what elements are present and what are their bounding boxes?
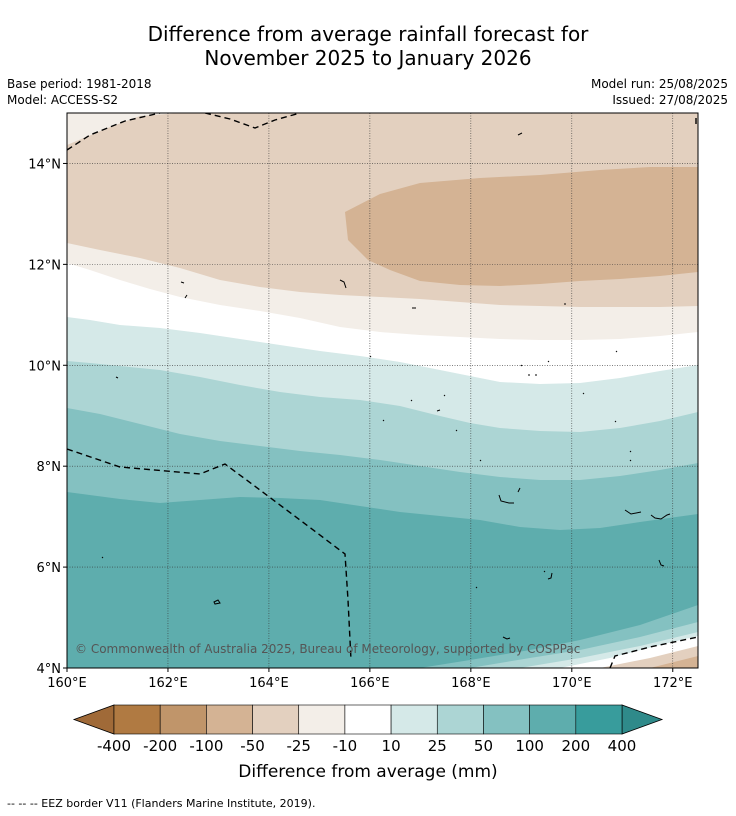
colorbar-segment (206, 704, 253, 735)
meta-left: Base period: 1981-2018 Model: ACCESS-S2 (7, 76, 152, 108)
colorbar-low-extend (72, 704, 115, 735)
eez-borders (67, 113, 698, 668)
model-name: Model: ACCESS-S2 (7, 93, 119, 107)
colorbar-tick-label: 400 (608, 737, 637, 755)
map-title: Difference from average rainfall forecas… (0, 22, 736, 70)
colorbar-tick-label: -100 (189, 737, 223, 755)
eez-border-southeast (609, 636, 698, 668)
colorbar-segment (390, 704, 438, 735)
colorbar-tick-label: 50 (474, 737, 493, 755)
title-line-1: Difference from average rainfall forecas… (147, 22, 589, 46)
plot-frame (66, 112, 699, 669)
colorbar: -400 -200 -100 -50 -25 -10 10 25 50 100 200 400 (72, 704, 664, 755)
colorbar-segment (344, 704, 392, 735)
colorbar-segment (529, 704, 577, 735)
colorbar-segment (483, 704, 530, 735)
island (517, 132, 523, 136)
island (658, 559, 665, 567)
island (184, 294, 188, 299)
colorbar-tick-label: 25 (428, 737, 447, 755)
colorbar-tick-label: 100 (515, 737, 544, 755)
island (339, 279, 347, 289)
meta-right: Model run: 25/08/2025 Issued: 27/08/2025 (591, 76, 728, 108)
longitude-tick-label: 168°E (451, 676, 491, 691)
latitude-tick-label: 6°N (37, 561, 62, 576)
island (115, 376, 119, 379)
eez-border-north (67, 113, 161, 151)
island (101, 350, 618, 573)
island (547, 572, 553, 580)
colorbar-tick-label: -25 (286, 737, 311, 755)
longitude-tick-label: 160°E (47, 676, 87, 691)
latitude-tick-label: 8°N (37, 460, 62, 475)
colorbar-label: Difference from average (mm) (238, 762, 498, 782)
latitude-tick-label: 10°N (28, 359, 61, 374)
colorbar-tick-label: -400 (97, 737, 131, 755)
eez-border-north-2 (204, 113, 301, 129)
island (455, 392, 632, 462)
colorbar-tick-label: 200 (561, 737, 590, 755)
colorbar-segment (113, 704, 161, 735)
eez-border-marshall-west (67, 448, 352, 661)
longitude-axis: 160°E 162°E 164°E 166°E 168°E 170°E 172°E (47, 668, 693, 691)
longitude-tick-label: 170°E (552, 676, 592, 691)
colorbar-high-extend (621, 704, 664, 735)
longitude-tick-label: 166°E (350, 676, 390, 691)
issued-date: Issued: 27/08/2025 (612, 93, 728, 107)
colorbar-tick-label: 10 (382, 737, 401, 755)
colorbar-segment (298, 704, 346, 735)
longitude-tick-label: 164°E (249, 676, 289, 691)
island (502, 636, 511, 640)
colorbar-segment (252, 704, 300, 735)
contour-south-band-neg50 (650, 656, 698, 668)
title-line-2: November 2025 to January 2026 (204, 46, 532, 70)
island (517, 487, 521, 493)
contour-minus25-minus10-top (67, 113, 180, 145)
footer-note: -- -- -- EEZ border V11 (Flanders Marine… (7, 797, 316, 810)
island (180, 281, 185, 284)
latitude-tick-label: 12°N (28, 258, 61, 273)
island (650, 513, 671, 520)
island (213, 599, 221, 605)
colorbar-tick-label: -50 (240, 737, 265, 755)
island (498, 494, 514, 504)
colorbar-segment (436, 704, 484, 735)
island (475, 586, 478, 589)
colorbar-tick-label: -10 (333, 737, 358, 755)
latitude-tick-label: 14°N (28, 157, 61, 172)
islands (101, 132, 671, 640)
island (624, 509, 642, 515)
longitude-tick-label: 172°E (653, 676, 693, 691)
model-run: Model run: 25/08/2025 (590, 77, 728, 91)
colorbar-tick-label: -200 (143, 737, 177, 755)
colorbar-segment (575, 704, 623, 735)
island (436, 409, 441, 412)
rainfall-contours (67, 113, 698, 668)
contour-minus100-minus50 (345, 167, 698, 286)
latitude-axis: 14°N 12°N 10°N 8°N 6°N 4°N (28, 157, 67, 677)
latitude-tick-label: 4°N (37, 662, 62, 677)
copyright-text: © Commonwealth of Australia 2025, Bureau… (75, 642, 580, 656)
base-period: Base period: 1981-2018 (7, 77, 152, 91)
longitude-tick-label: 162°E (148, 676, 188, 691)
colorbar-segment (159, 704, 207, 735)
